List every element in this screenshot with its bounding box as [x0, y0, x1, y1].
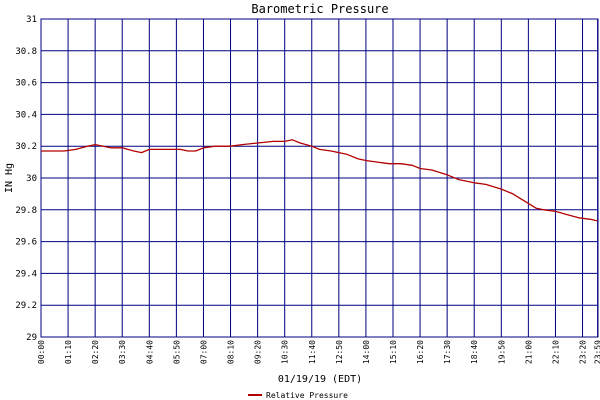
- series-layer: [41, 139, 598, 222]
- x-tick-label: 16:20: [416, 340, 425, 364]
- y-tick-label: 30.2: [15, 142, 37, 152]
- y-tick-label: 31: [26, 15, 37, 25]
- y-tick-label: 29: [26, 333, 37, 343]
- x-tick-label: 09:20: [254, 340, 263, 364]
- y-tick-label: 29.6: [15, 238, 37, 248]
- y-tick-label: 30: [26, 174, 37, 184]
- chart-title: Barometric Pressure: [251, 2, 388, 16]
- x-tick-label: 10:30: [281, 340, 290, 364]
- x-tick-label: 04:40: [145, 340, 154, 364]
- y-tick-label: 30.8: [15, 47, 37, 57]
- x-tick-label: 18:40: [470, 340, 479, 364]
- x-axis-ticks: 00:00 01:10 02:20 03:30 04:40 05:50 07:00 08:10…: [37, 340, 600, 364]
- x-tick-label: 11:40: [308, 340, 317, 364]
- x-tick-label: 23:59: [594, 340, 600, 364]
- x-tick-label: 07:00: [199, 340, 208, 364]
- legend: Relative Pressure: [248, 391, 348, 400]
- x-tick-label: 15:10: [389, 340, 398, 364]
- x-tick-label: 08:10: [227, 340, 236, 364]
- x-tick-label: 01:10: [64, 340, 73, 364]
- x-tick-label: 19:50: [497, 340, 506, 364]
- series-line-relative-pressure: [41, 139, 598, 222]
- x-tick-label: 05:50: [172, 340, 181, 364]
- x-tick-label: 14:00: [362, 340, 371, 364]
- x-tick-label: 03:30: [118, 340, 127, 364]
- legend-label-relative-pressure: Relative Pressure: [266, 391, 348, 400]
- x-tick-label: 02:20: [91, 340, 100, 364]
- x-tick-label: 23:20: [579, 340, 588, 364]
- x-tick-label: 17:30: [443, 340, 452, 364]
- y-tick-label: 29.2: [15, 301, 37, 311]
- y-tick-label: 30.4: [15, 110, 37, 120]
- y-axis-ticks: 29 29.2 29.4 29.6 29.8 30 30.2 30.4 30.6 30.8 31: [15, 15, 37, 343]
- x-tick-label: 21:00: [524, 340, 533, 364]
- x-tick-label: 12:50: [335, 340, 344, 364]
- y-tick-label: 30.6: [15, 79, 37, 89]
- y-axis-label: IN Hg: [4, 163, 15, 193]
- x-axis-label: 01/19/19 (EDT): [278, 374, 362, 385]
- y-tick-label: 29.4: [15, 269, 37, 279]
- y-tick-label: 29.8: [15, 206, 37, 216]
- x-tick-label: 22:10: [551, 340, 560, 364]
- grid-lines: [40, 18, 599, 338]
- x-tick-label: 00:00: [37, 340, 46, 364]
